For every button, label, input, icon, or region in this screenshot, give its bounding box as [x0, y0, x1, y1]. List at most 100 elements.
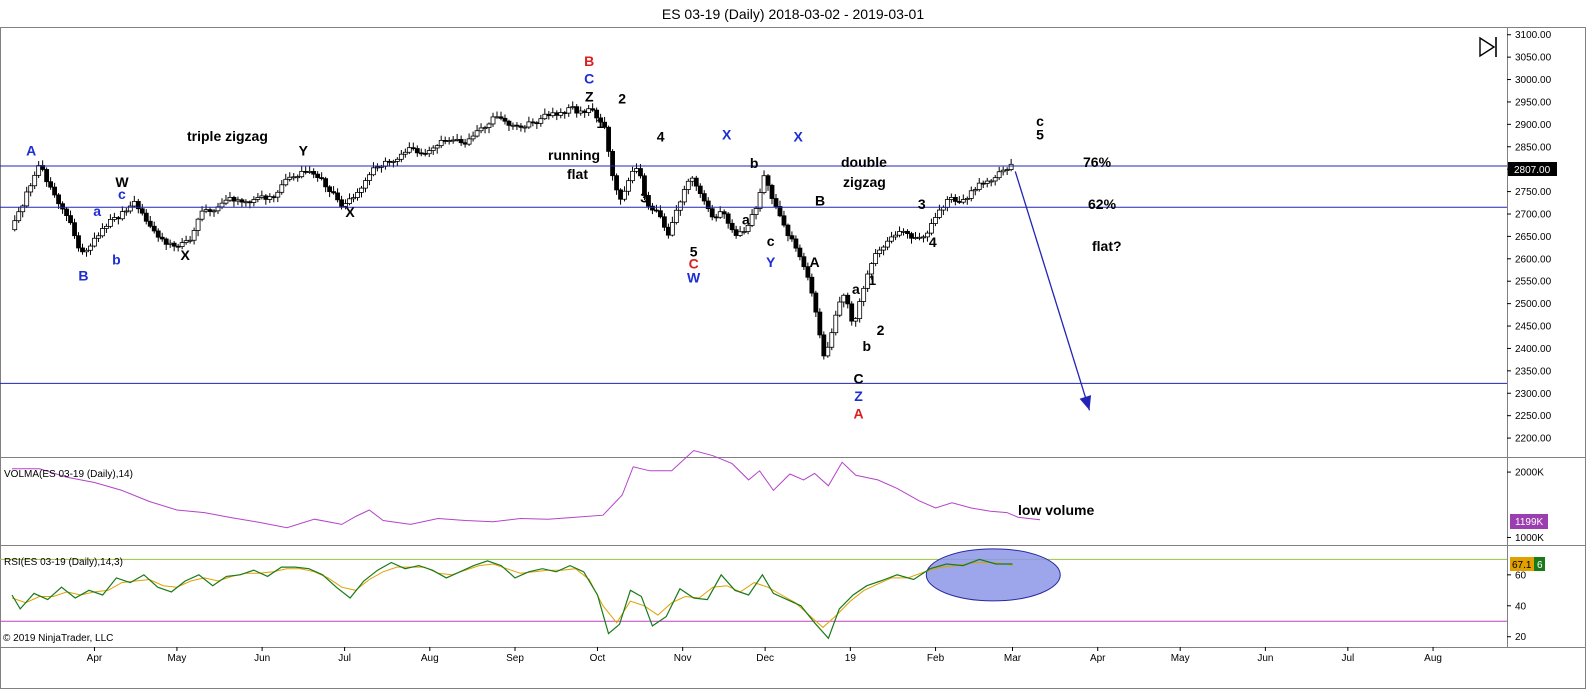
price-y-tick-label: 2950.00 — [1515, 97, 1552, 108]
candlestick — [952, 194, 958, 206]
candle-body — [203, 209, 209, 212]
candlestick — [367, 172, 372, 186]
candle-body — [745, 225, 751, 232]
scroll-to-end-icon[interactable] — [1479, 36, 1497, 58]
candlestick — [96, 232, 101, 242]
x-tick-label: May — [1171, 653, 1190, 664]
candlestick — [594, 107, 600, 123]
candle-body — [227, 196, 233, 201]
x-axis: Apr May Jun Jul Aug Sep Oct Nov Dec 19 Feb Mar Apr Ma… — [87, 647, 1442, 664]
candlestick — [279, 180, 285, 195]
candle-body — [510, 124, 516, 127]
candle-body — [713, 216, 719, 219]
rsi-last-badge: 67.1 6 — [1510, 557, 1545, 571]
candle-body — [147, 220, 153, 227]
candle-body — [1008, 163, 1014, 170]
candlestick — [502, 114, 508, 125]
candlestick — [538, 114, 544, 127]
candle-body — [12, 220, 18, 231]
candlestick — [363, 177, 368, 193]
candlestick — [1008, 158, 1014, 172]
candle-body — [893, 234, 898, 238]
candle-body — [590, 108, 596, 111]
candlestick — [406, 142, 412, 155]
candle-body — [494, 116, 500, 119]
candle-body — [749, 214, 755, 226]
candlestick — [614, 173, 619, 195]
candlestick — [992, 174, 998, 186]
candlestick — [48, 177, 54, 190]
candle-body — [327, 186, 333, 193]
candle-body — [845, 294, 851, 305]
x-tick-label: Jul — [1341, 653, 1354, 664]
candlestick — [705, 197, 711, 213]
candlestick — [32, 171, 38, 190]
wave-label: 1 — [596, 115, 604, 131]
candlestick — [295, 174, 301, 182]
candlestick — [223, 195, 229, 206]
candlestick — [933, 212, 938, 227]
candle-body — [115, 217, 121, 220]
candle-body — [976, 182, 982, 190]
x-tick-label: Apr — [87, 653, 103, 664]
wave-label: B — [584, 53, 594, 69]
candle-body — [398, 153, 404, 160]
candlestick — [414, 145, 420, 157]
candle-body — [291, 176, 297, 179]
note-triple-zigzag: triple zigzag — [187, 128, 268, 144]
candle-body — [562, 112, 568, 114]
candlestick — [100, 223, 105, 238]
candle-body — [80, 247, 85, 253]
candle-body — [725, 213, 731, 224]
candlestick — [139, 203, 145, 216]
candle-body — [462, 142, 468, 145]
candlestick — [642, 173, 647, 201]
candle-body — [478, 127, 484, 132]
candlestick — [20, 204, 26, 218]
candlestick — [16, 206, 22, 224]
title-bar — [0, 0, 1586, 27]
candlestick — [490, 112, 496, 127]
candlestick — [1004, 167, 1010, 176]
candle-body — [171, 242, 177, 247]
candlestick — [426, 146, 432, 158]
price-y-tick-label: 2200.00 — [1515, 434, 1552, 445]
candle-body — [279, 184, 285, 193]
wave-label: Y — [766, 254, 776, 270]
candlestick — [749, 209, 755, 228]
wave-label: Z — [854, 388, 863, 404]
candlestick — [394, 157, 400, 167]
x-tick-label: 19 — [845, 653, 857, 664]
candlestick — [323, 176, 329, 193]
candle-body — [88, 245, 93, 251]
candle-body — [765, 175, 771, 186]
candlestick — [470, 131, 476, 142]
candlestick — [319, 172, 325, 181]
candlestick — [438, 135, 444, 149]
candle-body — [622, 190, 627, 200]
candlestick — [251, 196, 257, 207]
candle-body — [721, 211, 727, 215]
candle-body — [24, 191, 30, 207]
price-y-tick-label: 3000.00 — [1515, 75, 1552, 86]
candle-body — [952, 196, 958, 202]
rsi-second-badge-text: 6 — [1537, 560, 1543, 571]
candlestick — [693, 175, 699, 191]
candle-body — [618, 189, 623, 200]
candle-body — [921, 236, 926, 239]
candle-body — [837, 301, 843, 316]
candlestick — [681, 185, 687, 206]
candle-body — [223, 199, 229, 204]
candle-body — [753, 208, 759, 215]
candle-body — [833, 314, 839, 334]
candle-body — [606, 126, 611, 152]
candle-body — [371, 167, 376, 176]
candle-body — [502, 117, 508, 122]
candlestick — [498, 111, 504, 121]
projection-arrow-line — [1014, 171, 1091, 411]
candle-body — [16, 211, 22, 222]
candlestick — [239, 197, 245, 208]
volma-last-badge: 1199K — [1510, 514, 1548, 529]
candle-body — [841, 294, 847, 303]
candle-body — [355, 192, 360, 198]
